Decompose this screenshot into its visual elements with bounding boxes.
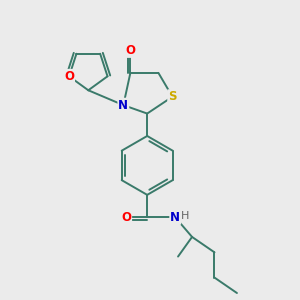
Text: O: O [125, 44, 135, 57]
Text: O: O [121, 211, 131, 224]
Text: N: N [170, 211, 180, 224]
Text: H: H [181, 211, 189, 221]
Text: N: N [118, 99, 128, 112]
Text: O: O [64, 70, 74, 83]
Text: S: S [168, 90, 177, 103]
